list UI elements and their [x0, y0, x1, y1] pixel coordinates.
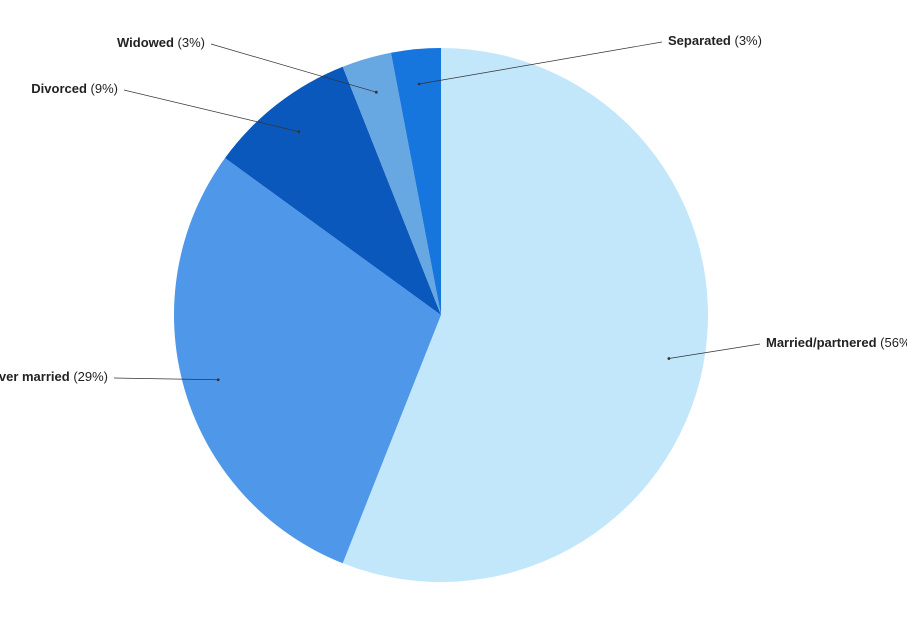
slice-label-percent: (29%) [70, 369, 108, 384]
slice-label-percent: (3%) [731, 33, 762, 48]
slice-label: Divorced (9%) [31, 81, 118, 96]
slice-label-percent: (3%) [174, 35, 205, 50]
pie-chart: Married/partnered (56%) Never married (29… [0, 0, 907, 621]
slice-label: Never married (29%) [0, 369, 108, 384]
slice-label-name: Separated [668, 33, 731, 48]
slice-label-name: Divorced [31, 81, 87, 96]
slice-label: Married/partnered (56%) [766, 335, 907, 350]
slice-label-name: Married/partnered [766, 335, 877, 350]
slice-label-percent: (9%) [87, 81, 118, 96]
slice-label-name: Widowed [117, 35, 174, 50]
slice-label: Separated (3%) [668, 33, 762, 48]
slice-label-name: Never married [0, 369, 70, 384]
slice-label: Widowed (3%) [117, 35, 205, 50]
slice-label-percent: (56%) [877, 335, 907, 350]
